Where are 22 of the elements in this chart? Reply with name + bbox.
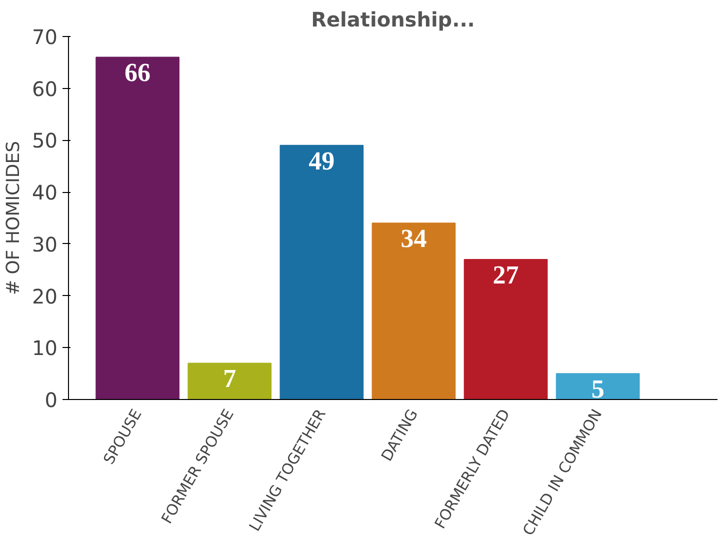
data-label: 5 — [591, 374, 604, 404]
bar — [556, 373, 640, 400]
y-tick-label: 30 — [32, 232, 58, 256]
data-label: 34 — [400, 224, 427, 254]
y-tick-label: 20 — [32, 284, 58, 308]
bar — [188, 362, 272, 400]
data-label: 49 — [308, 146, 335, 176]
y-tick-label: 70 — [32, 25, 58, 49]
data-label: 7 — [223, 364, 236, 394]
bar — [372, 222, 456, 400]
bar — [96, 56, 180, 400]
y-tick-label: 10 — [32, 336, 58, 360]
y-tick-label: 60 — [32, 76, 58, 101]
y-tick-label: 50 — [32, 128, 58, 153]
chart-title: Relationship... — [311, 8, 475, 32]
data-label: 66 — [124, 58, 151, 88]
data-label: 27 — [492, 260, 519, 290]
bar — [280, 144, 364, 400]
y-axis-title: # OF HOMICIDES — [3, 140, 24, 296]
y-tick-label: 40 — [32, 180, 58, 205]
y-tick-label: 0 — [44, 388, 58, 412]
bar — [464, 258, 548, 400]
